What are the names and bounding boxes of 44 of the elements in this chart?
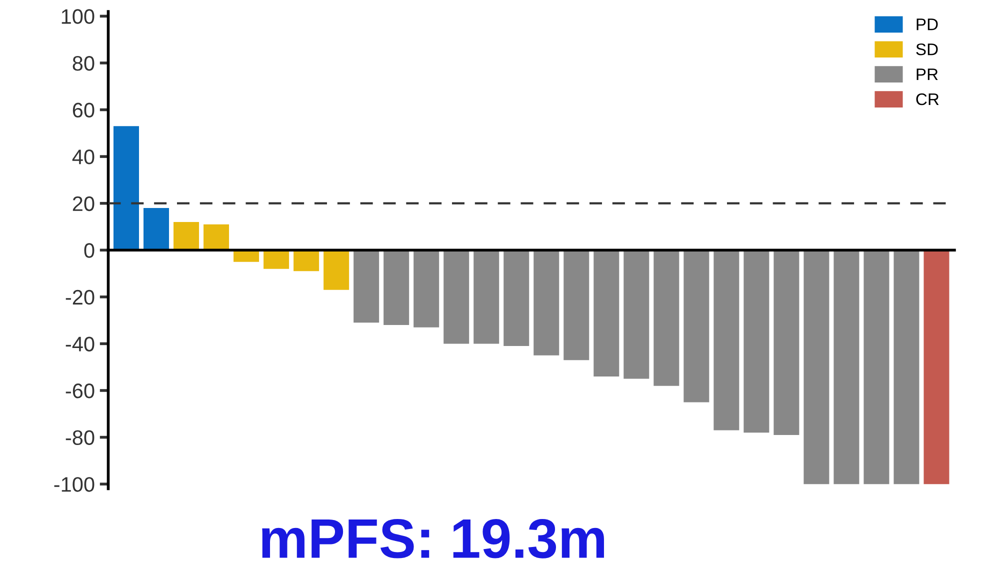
y-tick-label: 100: [62, 9, 94, 24]
bar: [624, 250, 650, 379]
legend-label: CR: [916, 93, 939, 106]
legend-label: PD: [916, 18, 938, 30]
bar: [113, 126, 139, 250]
bar: [474, 250, 500, 344]
y-tick-label: 60: [72, 102, 94, 118]
bar: [264, 250, 290, 269]
bar: [174, 222, 200, 250]
bar: [684, 250, 710, 402]
bar: [504, 250, 530, 346]
bar: [864, 250, 890, 484]
bar: [534, 250, 560, 356]
text: mPFS: 19.3m: [262, 518, 604, 558]
bar: [924, 250, 950, 484]
bar: [894, 250, 920, 484]
bar: [444, 250, 470, 344]
bar: [294, 250, 320, 272]
bar: [384, 250, 410, 325]
bar: [234, 250, 260, 262]
bar: [324, 250, 350, 290]
bar: [414, 250, 440, 328]
bar: [714, 250, 740, 430]
bar: [774, 250, 800, 435]
y-tick-label: -100: [54, 477, 94, 492]
y-tick-label: 80: [72, 56, 94, 71]
y-tick-label: -20: [66, 290, 94, 305]
legend-label: SD: [916, 43, 938, 56]
bar: [354, 250, 380, 323]
bar: [744, 250, 770, 433]
bar: [204, 224, 230, 250]
y-tick-label: 0: [84, 243, 94, 258]
bar: [564, 250, 590, 360]
bar: [594, 250, 620, 376]
y-tick-label: -80: [66, 430, 94, 446]
y-tick-label: 20: [72, 196, 94, 212]
y-tick-label: -40: [66, 336, 94, 352]
bar: [144, 208, 170, 250]
bar: [804, 250, 830, 484]
y-tick-label: -60: [66, 383, 94, 398]
legend-label: PR: [916, 68, 938, 80]
y-tick-label: 40: [72, 150, 94, 164]
bar: [654, 250, 680, 386]
bar: [834, 250, 860, 484]
